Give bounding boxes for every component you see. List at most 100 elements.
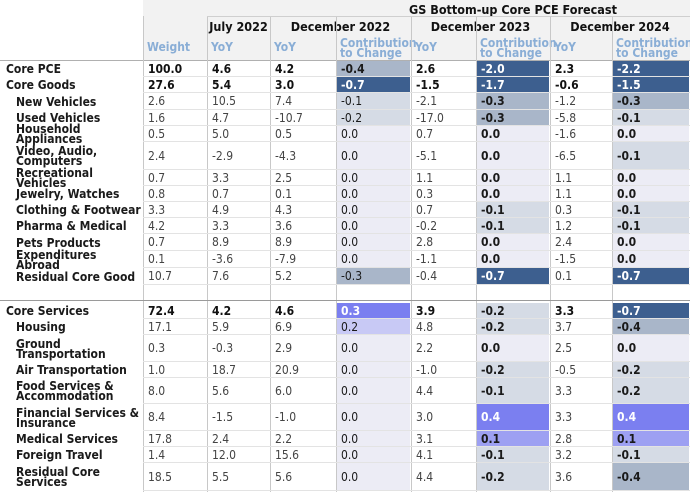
row-label: Video, Audio, Computers	[16, 144, 98, 168]
contribution-cell: 0.0	[477, 142, 549, 169]
contribution-cell: -0.2	[477, 463, 549, 490]
row-label: Household Appliances	[16, 122, 83, 146]
contribution-cell: -0.1	[613, 110, 689, 125]
value-cell: -5.1	[416, 148, 438, 163]
row-rule	[143, 334, 690, 335]
contribution-cell: -1.7	[477, 77, 549, 92]
value-cell: 4.2	[148, 218, 166, 233]
row-rule	[143, 201, 690, 202]
contribution-cell: 0.0	[477, 234, 549, 250]
value-cell: 17.8	[148, 431, 173, 446]
value-cell: 72.4	[148, 303, 175, 318]
value-cell: 5.5	[212, 469, 230, 484]
contribution-cell: 0.0	[337, 218, 410, 233]
value-cell: 7.4	[275, 94, 293, 108]
value-cell: 6.9	[275, 319, 293, 334]
value-cell: 0.7	[212, 186, 230, 201]
contribution-cell: 0.0	[337, 202, 410, 217]
contribution-cell: 0.0	[477, 126, 549, 141]
value-cell: 3.3	[555, 303, 575, 318]
column-label: Contribution to Change	[616, 36, 690, 60]
value-cell: 12.0	[212, 447, 237, 462]
period-header: December 2022	[290, 19, 391, 34]
value-cell: 5.9	[212, 319, 230, 334]
contribution-cell: 0.0	[613, 170, 689, 185]
row-label: Air Transportation	[16, 363, 127, 377]
value-cell: 3.3	[555, 383, 573, 398]
value-cell: 3.7	[555, 319, 573, 334]
value-cell: 2.8	[416, 235, 434, 249]
header-white-left	[0, 0, 143, 60]
contribution-cell: 0.0	[337, 463, 410, 490]
contribution-cell: -0.2	[477, 303, 549, 318]
column-label: Weight	[147, 40, 191, 54]
value-cell: 5.0	[212, 126, 230, 141]
row-rule	[143, 267, 690, 268]
value-cell: 4.8	[416, 319, 434, 334]
value-cell: 0.1	[555, 269, 573, 283]
contribution-cell: -0.3	[477, 93, 549, 109]
value-cell: -1.5	[555, 252, 577, 266]
value-cell: 4.7	[212, 110, 230, 125]
row-label: Medical Services	[16, 432, 118, 446]
contribution-cell: 0.0	[337, 186, 410, 201]
contribution-cell: -0.7	[613, 268, 689, 284]
value-cell: 1.1	[555, 186, 573, 201]
row-rule	[143, 233, 690, 234]
period-header: July 2022	[209, 19, 268, 34]
value-cell: 5.6	[212, 383, 230, 398]
contribution-cell: -0.3	[337, 268, 410, 284]
row-rule	[143, 284, 690, 285]
row-rule	[143, 250, 690, 251]
column-divider	[336, 16, 337, 492]
value-cell: 3.3	[212, 218, 230, 233]
contribution-cell: 0.0	[337, 170, 410, 185]
column-label: YoY	[274, 40, 296, 54]
value-cell: 3.3	[148, 202, 166, 217]
value-cell: -0.2	[416, 218, 438, 233]
value-cell: 18.7	[212, 362, 237, 377]
value-cell: -1.0	[275, 410, 297, 424]
value-cell: 8.9	[212, 235, 230, 249]
contribution-cell: -0.1	[477, 218, 549, 233]
contribution-cell: -0.1	[613, 218, 689, 233]
value-cell: 1.4	[148, 447, 166, 462]
value-cell: -1.5	[416, 77, 440, 92]
value-cell: 3.9	[416, 303, 436, 318]
value-cell: 3.0	[416, 410, 434, 424]
value-cell: 5.4	[212, 77, 232, 92]
value-cell: 5.6	[275, 469, 293, 484]
value-cell: -1.1	[416, 252, 438, 266]
value-cell: 5.2	[275, 269, 293, 283]
value-cell: 0.7	[148, 235, 166, 249]
column-divider	[476, 16, 477, 492]
row-label: Pets Products	[16, 235, 101, 250]
column-divider	[207, 16, 208, 492]
row-label: Residual Core Services	[16, 465, 100, 489]
period-header: December 2024	[570, 19, 670, 34]
contribution-cell: 0.1	[477, 431, 549, 446]
value-cell: 0.3	[555, 202, 573, 217]
row-rule	[143, 125, 690, 126]
contribution-cell: -2.2	[613, 61, 689, 76]
value-cell: -1.6	[555, 126, 577, 141]
column-label: YoY	[211, 40, 233, 54]
row-label: New Vehicles	[16, 94, 97, 109]
contribution-cell: 0.0	[337, 362, 410, 377]
contribution-cell: -0.2	[613, 362, 689, 377]
column-divider	[270, 16, 271, 492]
value-cell: 2.4	[148, 148, 166, 163]
value-cell: 4.2	[212, 303, 232, 318]
contribution-cell: 0.0	[337, 335, 410, 361]
value-cell: 4.4	[416, 383, 434, 398]
contribution-cell: -0.7	[477, 268, 549, 284]
value-cell: 0.5	[275, 126, 293, 141]
contribution-cell: 0.0	[477, 335, 549, 361]
contribution-cell: -0.1	[477, 202, 549, 217]
contribution-cell: -0.3	[477, 110, 549, 125]
value-cell: 2.4	[212, 431, 230, 446]
row-label: Core Services	[6, 304, 90, 318]
value-cell: 10.5	[212, 94, 237, 108]
value-cell: 4.3	[275, 202, 293, 217]
value-cell: 3.0	[275, 77, 295, 92]
